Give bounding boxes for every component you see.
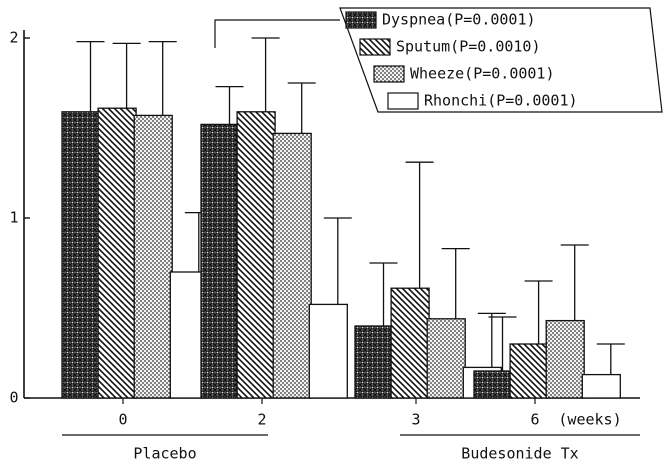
bar	[545, 319, 585, 399]
bar	[61, 111, 101, 399]
legend-label: Dyspnea(P=0.0001)	[382, 11, 536, 29]
legend-frame	[339, 7, 663, 113]
y-tick-label: 2	[9, 29, 18, 47]
group-label: Budesonide Tx	[461, 445, 578, 463]
x-tick-label: 3	[411, 411, 420, 429]
bar	[426, 318, 466, 399]
legend-label: Wheeze(P=0.0001)	[410, 65, 555, 83]
legend-swatch	[373, 65, 405, 83]
bar	[272, 132, 312, 399]
group-label: Placebo	[133, 445, 196, 463]
y-tick-label: 0	[9, 389, 18, 407]
bar	[308, 303, 348, 399]
legend-label: Sputum(P=0.0010)	[396, 38, 541, 56]
bar	[473, 370, 513, 399]
bar	[97, 107, 137, 399]
legend-connector	[214, 19, 340, 48]
x-tick-label: 0	[118, 411, 127, 429]
bar	[236, 111, 276, 399]
legend-swatch	[359, 38, 391, 56]
bar	[390, 287, 430, 399]
bar	[200, 123, 240, 399]
legend-label: Rhonchi(P=0.0001)	[424, 92, 578, 110]
bar	[133, 114, 173, 399]
y-tick-label: 1	[9, 209, 18, 227]
x-unit: (weeks)	[558, 411, 621, 429]
legend-swatch	[387, 92, 419, 110]
bar	[581, 373, 621, 399]
legend-swatch	[345, 11, 377, 29]
x-tick-label: 2	[257, 411, 266, 429]
bar	[354, 325, 394, 399]
bar	[509, 343, 549, 399]
x-tick-label: 6	[530, 411, 539, 429]
